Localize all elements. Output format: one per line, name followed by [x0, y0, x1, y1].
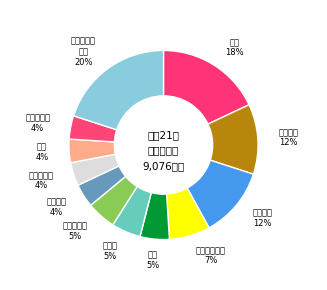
- Wedge shape: [166, 188, 209, 239]
- Wedge shape: [69, 116, 117, 142]
- Wedge shape: [140, 193, 169, 240]
- Text: 電子部品
12%: 電子部品 12%: [252, 209, 272, 228]
- Text: パルプ・紙
5%: パルプ・紙 5%: [62, 222, 87, 241]
- Text: 繊維
4%: 繊維 4%: [35, 143, 48, 162]
- Text: 食料品
5%: 食料品 5%: [103, 241, 118, 260]
- Wedge shape: [71, 154, 119, 185]
- Wedge shape: [164, 50, 249, 124]
- Wedge shape: [69, 139, 115, 163]
- Text: 付加価値額: 付加価値額: [148, 145, 179, 155]
- Text: 平成21年: 平成21年: [147, 130, 180, 141]
- Text: その他の製
造業
20%: その他の製 造業 20%: [71, 37, 96, 67]
- Text: プラスチック
7%: プラスチック 7%: [196, 246, 226, 265]
- Text: 非鉄金属
4%: 非鉄金属 4%: [46, 197, 66, 217]
- Text: 金属製品
12%: 金属製品 12%: [279, 128, 299, 147]
- Wedge shape: [113, 186, 151, 237]
- Wedge shape: [78, 166, 126, 205]
- Wedge shape: [208, 105, 258, 174]
- Text: 鉄鋼
5%: 鉄鋼 5%: [146, 250, 159, 269]
- Text: 9,076億円: 9,076億円: [142, 161, 185, 171]
- Text: 窯業・土石
4%: 窯業・土石 4%: [29, 171, 54, 190]
- Text: 化学
18%: 化学 18%: [225, 38, 244, 57]
- Wedge shape: [187, 160, 253, 228]
- Wedge shape: [74, 50, 164, 130]
- Text: はん用機械
4%: はん用機械 4%: [25, 114, 50, 133]
- Wedge shape: [91, 176, 137, 225]
